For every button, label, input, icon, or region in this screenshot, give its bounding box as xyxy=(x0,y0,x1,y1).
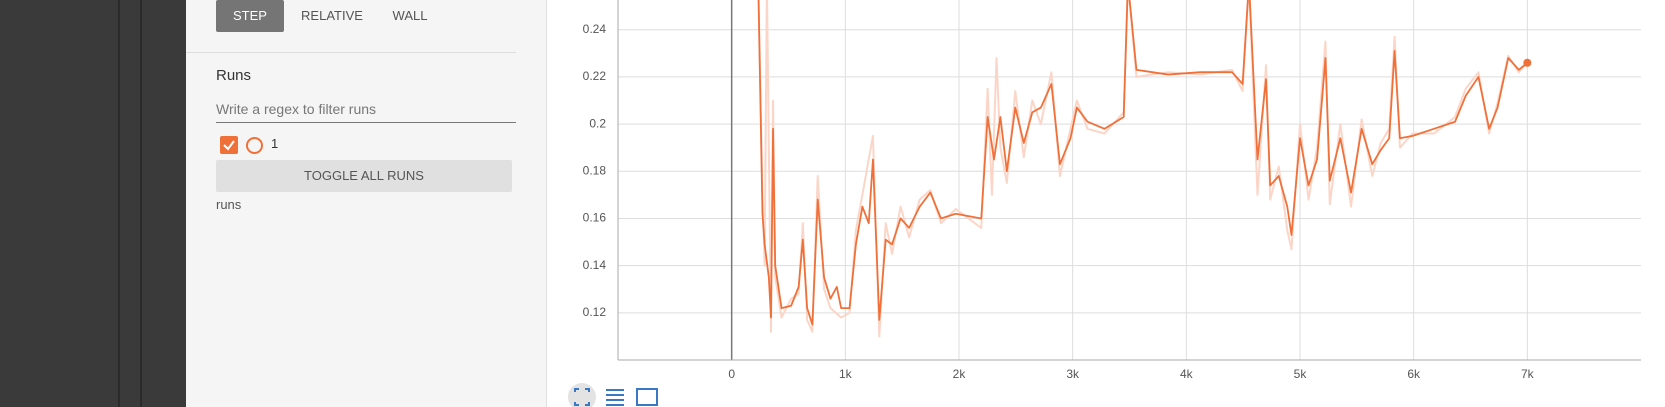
toggle-all-button[interactable]: TOGGLE ALL RUNS xyxy=(216,160,512,192)
plot xyxy=(757,0,1532,338)
filter-input[interactable]: Write a regex to filter runs xyxy=(216,98,516,123)
app-nav xyxy=(0,0,186,407)
relative-button[interactable]: RELATIVE xyxy=(301,8,363,23)
toolbar xyxy=(568,383,658,407)
check-icon xyxy=(223,140,235,151)
last-point xyxy=(1523,58,1532,67)
x-tick-label: 7k xyxy=(1521,367,1535,381)
run-checkbox[interactable] xyxy=(220,136,238,154)
y-tick-label: 0.16 xyxy=(583,211,607,225)
x-tick-label: 1k xyxy=(839,367,853,381)
sidebar: STEP RELATIVE WALL Runs Write a regex to… xyxy=(186,0,547,407)
y-tick-label: 0.2 xyxy=(589,116,606,130)
runs-footer: runs xyxy=(216,197,242,212)
x-tick-label: 5k xyxy=(1294,367,1308,381)
y-tick-label: 0.18 xyxy=(583,163,607,177)
wall-button[interactable]: WALL xyxy=(392,8,428,23)
log-scale-icon[interactable] xyxy=(606,389,624,406)
divider xyxy=(118,0,120,407)
y-tick-label: 0.22 xyxy=(583,69,607,83)
select-icon[interactable] xyxy=(636,388,658,406)
smoothed-line xyxy=(757,0,1528,326)
x-tick-label: 0 xyxy=(728,367,735,381)
divider xyxy=(140,0,142,407)
fit-button[interactable] xyxy=(568,383,596,407)
x-tick-label: 4k xyxy=(1180,367,1194,381)
run-name: 1 xyxy=(271,136,279,151)
x-tick-label: 2k xyxy=(953,367,967,381)
y-tick-label: 0.12 xyxy=(583,305,607,319)
run-color-circle[interactable] xyxy=(246,137,263,154)
chart: 0.12 0.14 0.16 0.18 0.2 0.22 0.24 0 1k 2k 3k 4k 5k 6k… xyxy=(568,0,1641,407)
y-tick-label: 0.14 xyxy=(583,258,607,272)
step-button[interactable]: STEP xyxy=(216,0,284,32)
x-tick-label: 6k xyxy=(1407,367,1421,381)
fit-icon xyxy=(574,388,590,406)
separator xyxy=(186,52,516,53)
x-tick-label: 3k xyxy=(1066,367,1080,381)
runs-title: Runs xyxy=(216,67,252,84)
grid: 0.12 0.14 0.16 0.18 0.2 0.22 0.24 0 1k 2k 3k 4k 5k 6k… xyxy=(583,0,1641,381)
y-tick-label: 0.24 xyxy=(583,22,607,36)
